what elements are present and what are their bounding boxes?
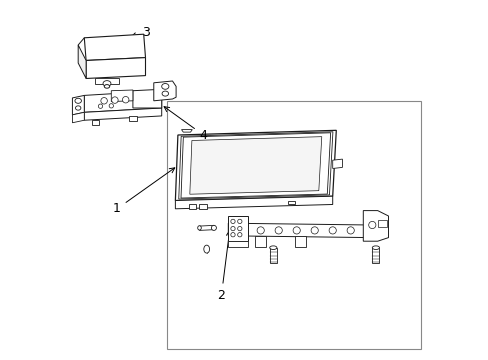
Circle shape: [292, 227, 300, 234]
Polygon shape: [199, 204, 206, 209]
Circle shape: [109, 104, 113, 108]
Circle shape: [230, 226, 235, 231]
Circle shape: [275, 227, 282, 234]
Ellipse shape: [197, 226, 201, 230]
Circle shape: [237, 219, 242, 224]
Ellipse shape: [162, 91, 168, 96]
Polygon shape: [371, 248, 379, 263]
Polygon shape: [181, 130, 192, 132]
Polygon shape: [188, 204, 196, 209]
Ellipse shape: [103, 81, 111, 86]
Polygon shape: [84, 91, 162, 112]
Circle shape: [122, 96, 129, 103]
Ellipse shape: [75, 98, 81, 103]
Circle shape: [328, 227, 336, 234]
Polygon shape: [228, 241, 247, 247]
Circle shape: [237, 233, 242, 237]
Polygon shape: [228, 223, 370, 238]
Polygon shape: [153, 81, 176, 101]
Circle shape: [101, 98, 107, 104]
Polygon shape: [287, 201, 294, 204]
Ellipse shape: [75, 106, 81, 110]
Circle shape: [257, 227, 264, 234]
Circle shape: [346, 227, 354, 234]
Polygon shape: [129, 116, 136, 121]
Ellipse shape: [162, 84, 168, 89]
Polygon shape: [199, 225, 213, 230]
Ellipse shape: [104, 85, 109, 88]
Polygon shape: [189, 137, 321, 194]
Circle shape: [237, 226, 242, 231]
Polygon shape: [78, 45, 86, 78]
Polygon shape: [377, 220, 386, 227]
Ellipse shape: [371, 246, 379, 249]
Polygon shape: [228, 216, 247, 241]
Polygon shape: [332, 159, 342, 168]
Polygon shape: [111, 90, 133, 102]
Circle shape: [310, 227, 318, 234]
Bar: [167, 101, 420, 349]
Polygon shape: [294, 236, 305, 247]
Polygon shape: [363, 211, 387, 241]
Polygon shape: [255, 236, 265, 247]
Text: 1: 1: [113, 168, 174, 215]
Text: 4: 4: [164, 107, 207, 141]
Polygon shape: [84, 108, 162, 120]
Circle shape: [111, 97, 118, 103]
Circle shape: [98, 104, 102, 108]
Ellipse shape: [211, 225, 216, 230]
Circle shape: [368, 221, 375, 229]
Text: 3: 3: [131, 26, 149, 39]
Polygon shape: [175, 130, 336, 201]
Circle shape: [230, 233, 235, 237]
Polygon shape: [72, 95, 84, 115]
Text: 2: 2: [217, 231, 231, 302]
Polygon shape: [86, 58, 145, 78]
Polygon shape: [133, 89, 162, 108]
Polygon shape: [84, 34, 145, 60]
Polygon shape: [175, 196, 332, 209]
Circle shape: [230, 219, 235, 224]
Ellipse shape: [269, 246, 276, 249]
Polygon shape: [269, 248, 276, 263]
Polygon shape: [72, 112, 84, 123]
Polygon shape: [95, 78, 118, 84]
Polygon shape: [91, 120, 99, 125]
Ellipse shape: [203, 245, 209, 253]
